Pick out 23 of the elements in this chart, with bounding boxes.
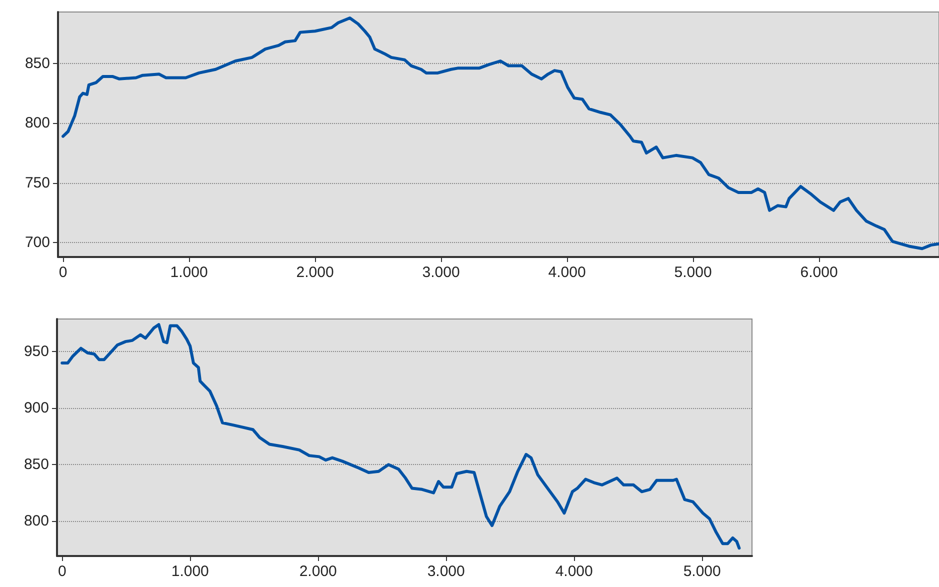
x-tick-label: 2.000 xyxy=(299,563,337,580)
x-tick-label: 4.000 xyxy=(555,563,593,580)
x-tick-label: 1.000 xyxy=(171,563,209,580)
x-tick-label: 5.000 xyxy=(674,264,712,281)
x-tick-label: 5.000 xyxy=(683,563,721,580)
y-tick-label: 950 xyxy=(24,343,49,360)
x-tick-label: 1.000 xyxy=(170,264,208,281)
x-tick-label: 6.000 xyxy=(800,264,838,281)
line-series xyxy=(60,323,741,550)
x-tick-label: 2.000 xyxy=(296,264,334,281)
x-tick-label: 0 xyxy=(58,264,68,281)
x-tick-label: 0 xyxy=(58,563,66,580)
x-tick-label: 3.000 xyxy=(422,264,460,281)
line-series xyxy=(62,16,939,250)
y-tick-label: 700 xyxy=(24,234,50,252)
x-tick-label: 4.000 xyxy=(548,264,586,281)
y-tick-label: 800 xyxy=(24,512,49,530)
y-tick-label: 800 xyxy=(24,114,50,132)
y-tick-label: 850 xyxy=(24,54,50,72)
y-tick-label: 850 xyxy=(24,456,49,474)
y-tick-label: 900 xyxy=(24,400,49,417)
x-tick-label: 3.000 xyxy=(427,563,465,580)
y-tick-label: 750 xyxy=(24,174,50,192)
